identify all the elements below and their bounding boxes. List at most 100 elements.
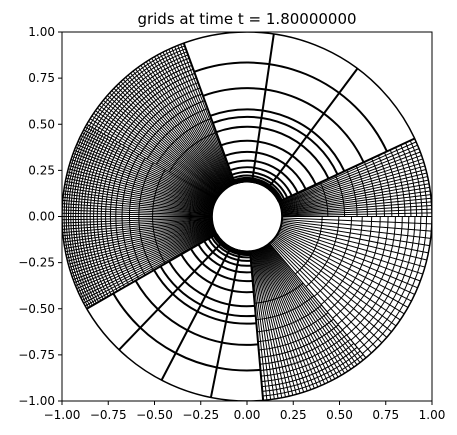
grid-spoke: [281, 222, 429, 254]
grid-spoke: [65, 222, 213, 253]
grid-ring: [220, 139, 317, 185]
grid-spoke: [74, 149, 215, 205]
grid-spoke: [67, 224, 214, 262]
grid-spoke: [265, 246, 346, 374]
grid-spoke: [279, 151, 421, 205]
grid-ring: [224, 150, 307, 190]
grid-spoke: [280, 225, 426, 268]
grid-spoke: [118, 241, 224, 351]
grid-spoke: [83, 129, 217, 201]
grid-spoke: [253, 250, 283, 398]
x-tick-label: −0.75: [90, 408, 127, 422]
grid-spoke: [64, 183, 213, 211]
grid-ring: [159, 265, 256, 318]
grid-spoke: [281, 220, 431, 239]
grid-ring: [234, 178, 282, 202]
grid-spoke: [79, 138, 216, 203]
grid-spoke: [168, 49, 233, 185]
grid-spoke: [77, 141, 216, 203]
grid-spoke: [278, 232, 412, 302]
grid-spoke: [280, 226, 423, 275]
grid-spoke: [263, 246, 339, 378]
grid-spoke: [111, 90, 222, 193]
grid-spoke: [89, 118, 218, 199]
y-tick-label: 0.25: [28, 163, 55, 177]
grid-spoke: [282, 212, 432, 217]
grid-spoke: [88, 121, 218, 199]
grid-spoke: [282, 205, 432, 215]
grid-spoke: [278, 141, 417, 203]
grid-spoke: [125, 76, 225, 191]
grid-spoke: [262, 247, 332, 381]
grid-spoke: [66, 223, 213, 259]
grid-spoke: [251, 251, 275, 400]
grid-spoke: [83, 232, 217, 304]
grid-spoke: [261, 247, 329, 383]
chart-title: grids at time t = 1.80000000: [137, 10, 356, 28]
grid-ring: [231, 171, 289, 199]
grid-spoke: [259, 248, 315, 389]
grid-spoke: [159, 53, 231, 186]
grid-spoke: [249, 251, 264, 401]
grid-spoke: [281, 197, 432, 214]
grid-spoke: [65, 223, 213, 256]
grid-ring: [193, 61, 388, 152]
grid-spoke: [80, 135, 216, 202]
grid-spoke: [95, 110, 219, 197]
grid-spoke: [274, 237, 392, 333]
grid-spoke: [71, 155, 214, 206]
grid-spoke: [69, 162, 214, 207]
grid-spoke: [107, 95, 221, 194]
y-tick-label: 0.00: [28, 210, 55, 224]
grid-spoke: [209, 250, 242, 398]
grid-spoke: [64, 221, 213, 246]
grid-spoke: [279, 148, 420, 205]
grid-spoke: [267, 67, 359, 189]
grid-spoke: [75, 146, 215, 204]
grid-spoke: [281, 179, 429, 211]
grid-spoke: [281, 194, 431, 213]
grid-spoke: [264, 246, 342, 376]
y-axis: 1.00 0.75 0.50 0.25 0.00 −0.25 −0.50 −0.75 −1.00: [18, 25, 62, 408]
grid-spoke: [68, 168, 214, 208]
grid-ring: [232, 174, 286, 200]
grid-spoke: [84, 233, 217, 307]
grid-spoke: [76, 229, 215, 290]
y-tick-label: 1.00: [28, 25, 55, 39]
grid-spoke: [251, 33, 275, 182]
grid-spoke: [143, 63, 228, 188]
grid-spoke: [260, 248, 322, 386]
grid-spoke: [74, 228, 215, 284]
grid-spoke: [67, 171, 214, 209]
grid-spoke: [263, 247, 336, 380]
grid-mesh: [62, 32, 432, 401]
grid-spoke: [63, 220, 213, 243]
grid-spoke: [63, 193, 213, 213]
grid-spoke: [72, 152, 215, 205]
grid-spoke: [148, 59, 229, 188]
x-tick-label: −0.50: [136, 408, 173, 422]
grid-spoke: [252, 250, 279, 399]
grid-spoke: [177, 45, 235, 185]
grid-spoke: [281, 186, 430, 212]
grid-spoke: [137, 66, 227, 189]
grid-spoke: [255, 250, 297, 395]
grid-spoke: [162, 51, 232, 186]
grid-spoke: [68, 225, 214, 265]
grid-spoke: [272, 240, 383, 344]
grid-spoke: [81, 132, 216, 202]
grid-spoke: [127, 74, 225, 190]
x-tick-label: 1.00: [419, 408, 446, 422]
grid-spoke: [259, 248, 319, 388]
grid-ring: [212, 115, 339, 175]
grid-spoke: [281, 221, 430, 247]
grid-spoke: [113, 87, 223, 193]
grid-ring: [229, 166, 293, 197]
grid-spoke: [80, 231, 216, 298]
grid-spoke: [265, 245, 349, 372]
grid-spoke: [91, 115, 218, 198]
grid-spoke: [281, 183, 430, 211]
grid-spoke: [100, 102, 220, 196]
grid-spoke: [81, 231, 216, 301]
